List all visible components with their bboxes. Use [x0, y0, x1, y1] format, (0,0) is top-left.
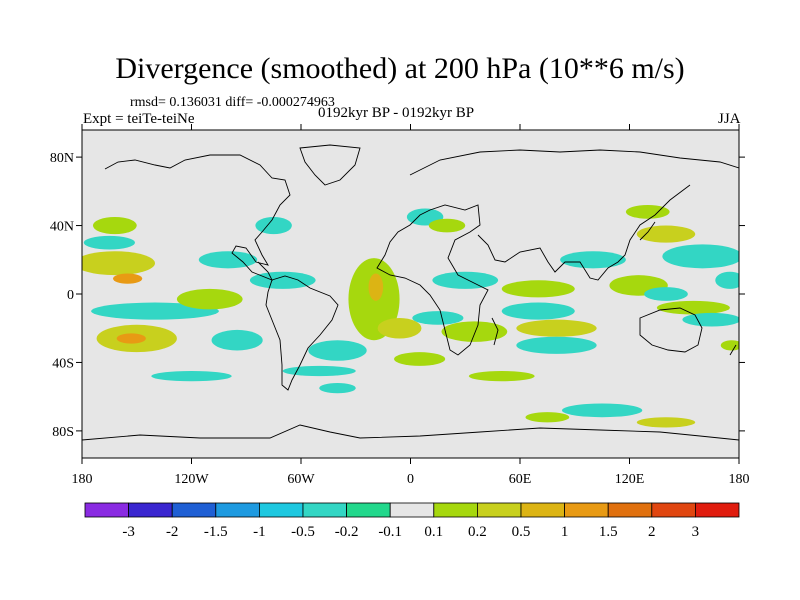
contour-region	[249, 271, 316, 289]
contour-regions	[82, 205, 739, 428]
lat-tick-label: 0	[67, 288, 74, 303]
europe-africa-coast	[376, 204, 489, 356]
colorbar-swatch	[607, 502, 653, 518]
stats-text: rmsd= 0.136031 diff= -0.000274963	[130, 95, 335, 110]
colorbar-label: 3	[692, 524, 700, 540]
colorbar-label: 2	[648, 524, 656, 540]
contour-region	[198, 251, 258, 269]
contour-region	[525, 412, 570, 423]
contour-region	[662, 244, 739, 269]
lon-tick-label: 60E	[509, 472, 532, 487]
colorbar-swatch	[128, 502, 173, 518]
colorbar-label: -0.5	[291, 524, 315, 540]
lat-tick-label: 80S	[52, 425, 74, 440]
lon-tick-label: 180	[729, 472, 750, 487]
contour-region	[151, 371, 232, 382]
colorbar-label: -0.2	[335, 524, 359, 540]
colorbar-label: 0.2	[468, 524, 487, 540]
contour-region	[441, 321, 508, 342]
colorbar-label: 1.5	[599, 524, 618, 540]
contour-region	[412, 311, 464, 325]
contour-region	[91, 302, 219, 320]
lon-tick-label: 60W	[287, 472, 315, 487]
colorbar-label: 0.5	[512, 524, 531, 540]
japan-coast	[639, 221, 656, 241]
colorbar-label: 1	[561, 524, 569, 540]
contour-region	[377, 317, 422, 339]
colorbar-swatch	[695, 502, 740, 518]
lon-tick-label: 120W	[174, 472, 209, 487]
contour-region	[394, 352, 446, 366]
contour-region	[501, 302, 575, 320]
contour-region	[82, 251, 155, 276]
colorbar-swatch	[84, 502, 129, 518]
contour-region	[282, 365, 356, 377]
colorbar-swatch	[258, 502, 304, 518]
colorbar-swatch	[389, 502, 435, 518]
season-label: JJA	[718, 111, 741, 127]
colorbar-label: -3	[122, 524, 135, 540]
contour-region	[368, 273, 384, 301]
contour-region	[319, 382, 356, 394]
lon-tick-label: 0	[407, 472, 414, 487]
contour-region	[516, 319, 597, 337]
north-america-coast	[104, 154, 291, 281]
australia-coast	[639, 307, 703, 353]
greenland-coast	[299, 144, 361, 186]
period-label: 0192kyr BP - 0192kyr BP	[318, 105, 475, 121]
contour-region	[432, 271, 499, 289]
south-america-coast	[265, 275, 339, 391]
colorbar-label: 0.1	[424, 524, 443, 540]
colorbar-swatch	[215, 502, 260, 518]
contour-region	[560, 251, 626, 269]
contour-region	[644, 287, 688, 301]
contour-region	[468, 371, 535, 382]
contour-region	[516, 336, 597, 354]
lat-tick-label: 40N	[50, 220, 74, 235]
colorbar: -3 -2 -1.5 -1 -0.5 -0.2 -0.1 0.1 0.2 0.5 1 1.5 2 3	[84, 502, 740, 540]
contour-region	[211, 329, 263, 351]
colorbar-swatch	[651, 502, 696, 518]
contour-region	[428, 218, 466, 233]
contour-region	[308, 340, 367, 361]
colorbar-swatch	[433, 502, 478, 518]
colorbar-label: -1	[253, 524, 266, 540]
colorbar-swatch	[520, 502, 565, 518]
antarctica-coast	[82, 424, 739, 441]
contour-region	[92, 217, 137, 235]
colorbar-swatch	[564, 502, 609, 518]
new-zealand-coast	[729, 344, 737, 356]
contour-region	[636, 225, 696, 243]
contour-region	[715, 271, 739, 289]
contour-region	[255, 217, 292, 235]
madagascar-coast	[491, 317, 499, 346]
coastlines	[82, 144, 739, 441]
colorbar-label: -2	[166, 524, 179, 540]
colorbar-swatch	[302, 502, 347, 518]
colorbar-swatch	[171, 502, 217, 518]
lon-tick-label: 120E	[615, 472, 645, 487]
eurasia-coast	[409, 149, 739, 281]
lat-tick-label: 80N	[50, 151, 74, 166]
colorbar-label: -0.1	[378, 524, 402, 540]
axes: 80N 40N 0 40S 80S 180 120W 60W 0 60E 120E 180	[50, 124, 750, 487]
contour-region	[656, 300, 730, 315]
colorbar-label: -1.5	[204, 524, 228, 540]
contour-region	[561, 403, 643, 418]
lon-tick-label: 180	[72, 472, 93, 487]
contour-region	[116, 333, 146, 344]
contour-region	[83, 235, 135, 250]
contour-region	[625, 205, 670, 219]
plot-title: Divergence (smoothed) at 200 hPa (10**6 …	[115, 52, 685, 85]
contour-region	[636, 417, 696, 428]
colorbar-swatch	[476, 502, 522, 518]
contour-region	[176, 288, 243, 310]
contour-region	[682, 312, 739, 327]
colorbar-swatch	[346, 502, 391, 518]
experiment-label: Expt = teiTe-teiNe	[83, 111, 195, 127]
contour-region	[113, 273, 143, 284]
contour-region	[501, 280, 575, 298]
lat-tick-label: 40S	[52, 356, 74, 371]
